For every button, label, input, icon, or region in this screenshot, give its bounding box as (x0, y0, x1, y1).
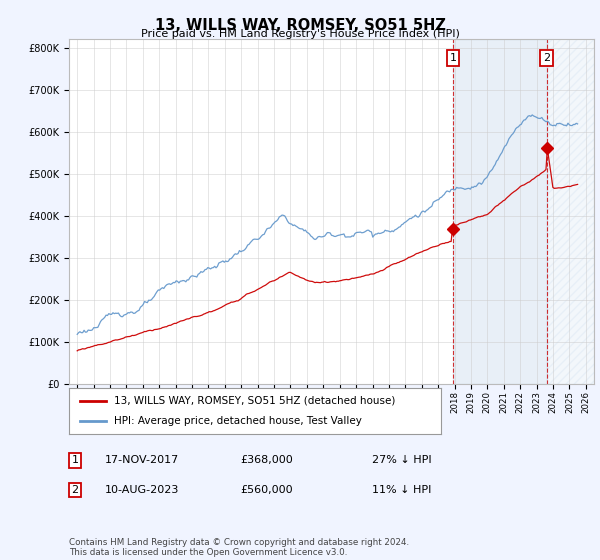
Text: 1: 1 (449, 53, 457, 63)
Text: £368,000: £368,000 (240, 455, 293, 465)
Text: Price paid vs. HM Land Registry's House Price Index (HPI): Price paid vs. HM Land Registry's House … (140, 29, 460, 39)
Text: HPI: Average price, detached house, Test Valley: HPI: Average price, detached house, Test… (113, 416, 362, 426)
Text: 27% ↓ HPI: 27% ↓ HPI (372, 455, 431, 465)
Text: 17-NOV-2017: 17-NOV-2017 (105, 455, 179, 465)
Text: 2: 2 (71, 485, 79, 495)
Text: 1: 1 (71, 455, 79, 465)
Text: £560,000: £560,000 (240, 485, 293, 495)
Text: 11% ↓ HPI: 11% ↓ HPI (372, 485, 431, 495)
Text: 10-AUG-2023: 10-AUG-2023 (105, 485, 179, 495)
Bar (453, 39, 547, 384)
Text: 13, WILLS WAY, ROMSEY, SO51 5HZ: 13, WILLS WAY, ROMSEY, SO51 5HZ (155, 18, 445, 33)
Text: Contains HM Land Registry data © Crown copyright and database right 2024.
This d: Contains HM Land Registry data © Crown c… (69, 538, 409, 557)
Bar (547, 39, 594, 384)
Text: 2: 2 (543, 53, 550, 63)
Text: 13, WILLS WAY, ROMSEY, SO51 5HZ (detached house): 13, WILLS WAY, ROMSEY, SO51 5HZ (detache… (113, 396, 395, 406)
